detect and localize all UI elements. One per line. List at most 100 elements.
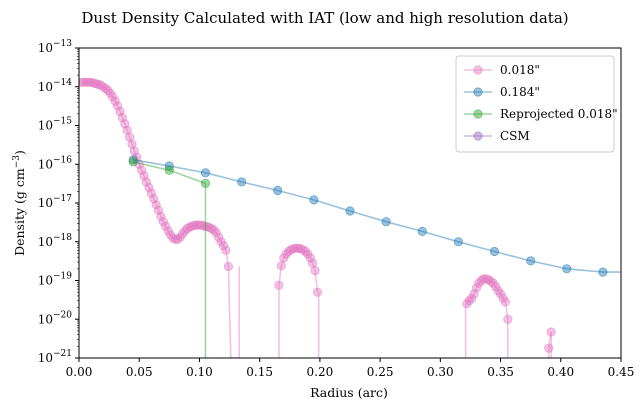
series-0018-point (161, 221, 171, 231)
series-0018-point (500, 297, 510, 307)
y-tick-label-6: 10−15 (38, 117, 73, 133)
x-tick-label-8: 0.40 (547, 365, 574, 379)
series-0018-point (127, 139, 137, 149)
legend-entry-0: 0.018" (464, 63, 540, 77)
legend-label-1: 0.184" (500, 85, 540, 99)
x-tick-label-3: 0.15 (246, 365, 273, 379)
y-axis-label: Density (g cm−3) (12, 150, 27, 256)
series-0018-point (170, 234, 180, 244)
legend-entry-3: CSM (464, 129, 530, 143)
x-tick-label-9: 0.45 (608, 365, 635, 379)
y-tick-label-3: 10−18 (38, 233, 73, 249)
legend-box (455, 55, 615, 153)
series-0018-point (214, 232, 224, 242)
series-0018-point (466, 293, 477, 303)
series-0018-point (158, 217, 168, 227)
series-0018-point (218, 240, 229, 251)
x-tick-label-6: 0.30 (427, 365, 454, 379)
series-0018-point (276, 261, 286, 271)
series-reprojected-line (133, 161, 206, 185)
series-0018-point (495, 289, 506, 299)
chart-title: Dust Density Calculated with IAT (low an… (81, 9, 568, 27)
series-0018-point (144, 183, 154, 193)
series-0184-line (133, 159, 621, 273)
series-0018-point (295, 244, 306, 254)
plot-area (79, 77, 621, 358)
series-0184-point (273, 185, 283, 196)
series-reprojected-point (164, 165, 174, 175)
y-axis-label-exponent: −3 (12, 155, 22, 169)
series-0018-point (204, 222, 214, 232)
series-0184-point (526, 256, 536, 266)
y-axis-label-main: Density (g cm (12, 168, 27, 256)
series-0018-point (110, 96, 120, 106)
series-0018-point (151, 200, 161, 210)
series-0184-point (345, 206, 355, 216)
series-0184-point (598, 267, 608, 277)
series-0184-point (237, 177, 247, 187)
legend-marker-3 (473, 131, 483, 141)
x-tick-label-0: 0.00 (66, 365, 93, 379)
series-0018-point (291, 243, 301, 253)
series-0184-point (200, 168, 211, 178)
series-0018-point (137, 165, 147, 175)
series-0018-point (471, 283, 482, 293)
x-tick-label-1: 0.05 (126, 365, 153, 379)
series-0018-point (221, 245, 231, 255)
series-0018-point (146, 188, 156, 198)
series-0018-point (223, 261, 233, 272)
x-axis-label: Radius (arc) (310, 385, 388, 400)
x-tick-label-7: 0.35 (487, 365, 514, 379)
series-0018-point (81, 77, 91, 87)
series-0018-point (312, 287, 323, 297)
series-0018-point (141, 177, 151, 187)
series-0018-point (305, 253, 315, 263)
series-0018-point (192, 220, 202, 230)
series-0018-point (546, 327, 556, 337)
series-0018-point (156, 211, 166, 221)
series-0018-point (84, 77, 94, 87)
series-0018-point (211, 228, 221, 238)
y-tick-label-4: 10−17 (38, 194, 73, 210)
y-tick-label-1: 10−20 (38, 310, 73, 326)
series-0018-point (310, 265, 320, 276)
series-0184-point (417, 226, 427, 236)
y-tick-label-5: 10−16 (38, 155, 73, 171)
series-0184-point (489, 246, 500, 257)
legend-marker-0 (473, 65, 483, 75)
legend-label-0: 0.018" (500, 63, 540, 77)
series-0018-point (112, 101, 123, 111)
legend-entry-1: 0.184" (464, 85, 540, 99)
series-0184-point (309, 195, 319, 205)
series-0018-point (544, 343, 554, 353)
series-0018-line-segment-1 (278, 247, 319, 293)
x-tick-label-4: 0.20 (307, 365, 334, 379)
y-tick-label-8: 10−13 (38, 39, 73, 55)
series-0184-point (128, 155, 138, 165)
y-tick-label-0: 10−21 (38, 349, 72, 365)
series-0184-point (562, 264, 572, 274)
legend-label-2: Reprojected 0.018" (500, 107, 618, 121)
series-0018-point (503, 314, 513, 324)
series-0018-point (185, 222, 195, 232)
series-reprojected-point (200, 178, 211, 188)
y-tick-label-2: 10−19 (38, 272, 73, 288)
y-axis-label-close: ) (12, 150, 27, 155)
x-tick-label-2: 0.10 (186, 365, 213, 379)
series-0018-point (274, 280, 284, 290)
axes: 0.00 0.05 0.10 0.15 0.20 0.25 0.30 0.35 0.40 0.45… (38, 39, 635, 379)
legend-label-3: CSM (500, 129, 530, 143)
series-0184-point (453, 237, 463, 247)
series-0018-line-segment-3 (547, 331, 552, 349)
legend-entry-2: Reprojected 0.018" (464, 107, 618, 121)
series-0018-point (122, 125, 132, 135)
series-0184-point (381, 217, 391, 227)
series-0018-point (308, 258, 318, 268)
series-reprojected-point (128, 157, 138, 167)
legend-marker-2 (473, 109, 483, 119)
y-tick-label-7: 10−14 (38, 78, 73, 94)
series-0018-point (479, 274, 489, 284)
legend-marker-1 (473, 87, 483, 97)
series-0018-point (125, 132, 135, 142)
